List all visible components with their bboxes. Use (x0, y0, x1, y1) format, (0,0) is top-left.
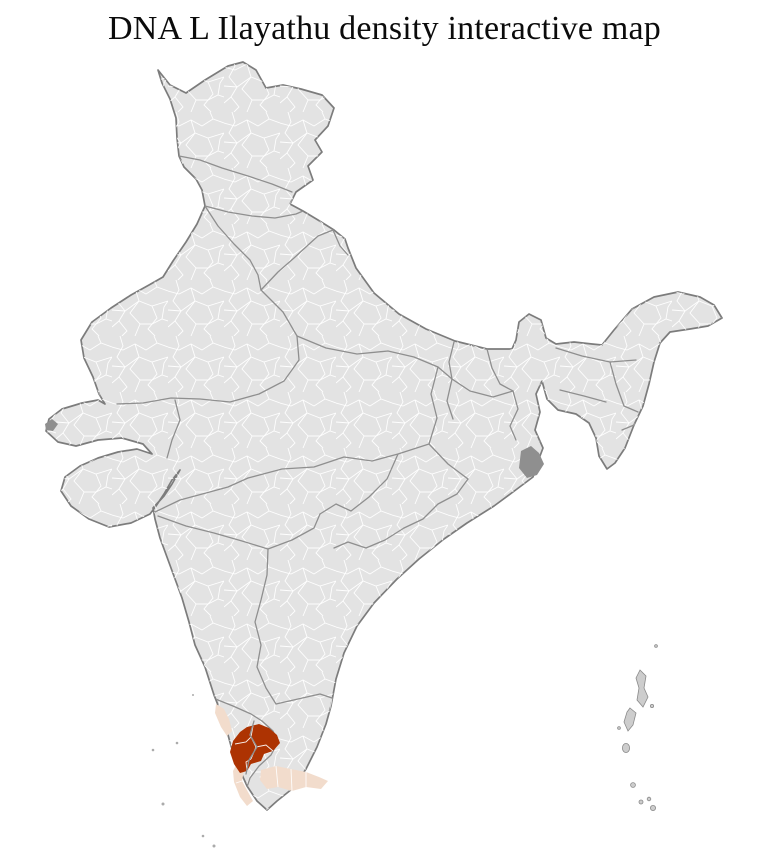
island[interactable] (638, 799, 644, 805)
island[interactable] (654, 644, 658, 648)
district-low-density[interactable] (260, 766, 328, 791)
wetland-patches (45, 419, 544, 478)
state-border-kerala-tn (245, 720, 258, 775)
island[interactable] (646, 796, 652, 802)
district-grid (45, 61, 723, 811)
island[interactable] (201, 834, 205, 838)
island[interactable] (617, 726, 621, 730)
island[interactable] (622, 743, 631, 754)
island[interactable] (151, 748, 155, 752)
island[interactable] (635, 669, 649, 708)
island[interactable] (630, 782, 636, 788)
lakshadweep-islands[interactable] (151, 694, 216, 848)
island[interactable] (650, 805, 657, 812)
island[interactable] (212, 844, 216, 848)
sundarbans-patch (519, 446, 544, 478)
district-low-density[interactable] (215, 704, 232, 736)
kutch-tip-patch (45, 419, 58, 431)
state-borders (116, 155, 639, 804)
island[interactable] (175, 741, 179, 745)
island[interactable] (650, 704, 655, 709)
island[interactable] (161, 802, 165, 806)
district-low-density[interactable] (233, 765, 253, 806)
island[interactable] (623, 707, 637, 732)
andaman-nicobar-islands[interactable] (617, 644, 658, 812)
page-title: DNA L Ilayathu density interactive map (107, 10, 661, 47)
island[interactable] (192, 694, 194, 696)
